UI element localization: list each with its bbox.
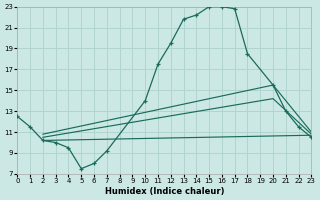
X-axis label: Humidex (Indice chaleur): Humidex (Indice chaleur): [105, 187, 224, 196]
